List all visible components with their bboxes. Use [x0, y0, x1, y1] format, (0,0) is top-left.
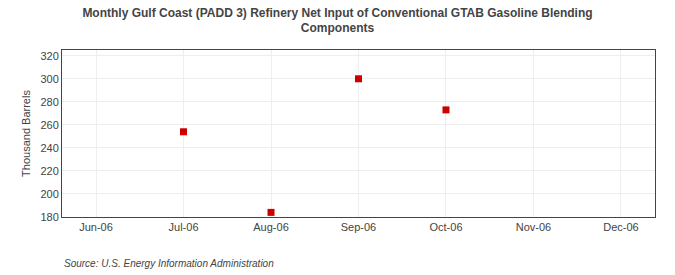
- svg-text:Jul-06: Jul-06: [169, 221, 199, 233]
- svg-text:320: 320: [40, 50, 58, 62]
- svg-text:200: 200: [40, 188, 58, 200]
- svg-text:Jun-06: Jun-06: [79, 221, 113, 233]
- svg-text:Nov-06: Nov-06: [516, 221, 551, 233]
- svg-text:Thousand Barrels: Thousand Barrels: [20, 90, 32, 177]
- svg-text:Source: U.S. Energy Informatio: Source: U.S. Energy Information Administ…: [64, 258, 274, 269]
- svg-text:Dec-06: Dec-06: [603, 221, 638, 233]
- svg-text:260: 260: [40, 119, 58, 131]
- svg-text:280: 280: [40, 96, 58, 108]
- svg-text:240: 240: [40, 142, 58, 154]
- svg-text:Monthly Gulf Coast (PADD 3) Re: Monthly Gulf Coast (PADD 3) Refinery Net…: [82, 6, 592, 36]
- svg-text:300: 300: [40, 73, 58, 85]
- svg-text:180: 180: [40, 211, 58, 223]
- svg-text:220: 220: [40, 165, 58, 177]
- svg-text:Aug-06: Aug-06: [253, 221, 288, 233]
- svg-text:Oct-06: Oct-06: [429, 221, 462, 233]
- svg-text:Sep-06: Sep-06: [341, 221, 376, 233]
